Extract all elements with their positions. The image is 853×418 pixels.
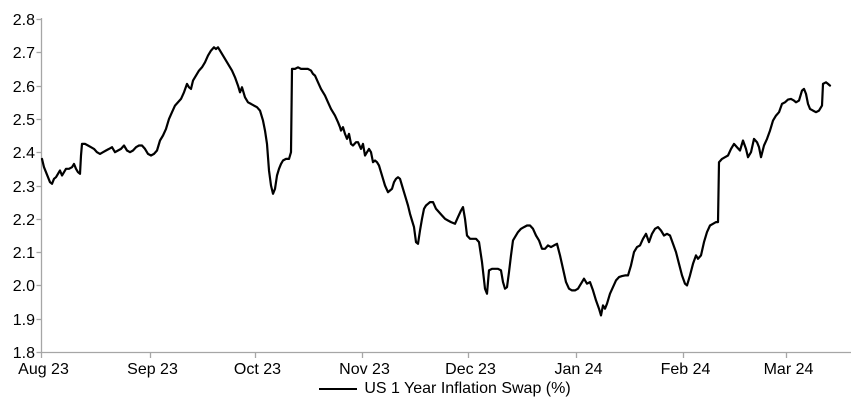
series-line	[40, 46, 832, 317]
y-tick-label: 2.2	[13, 212, 35, 229]
x-tick-label: Oct 23	[234, 361, 281, 378]
x-tick-label: Dec 23	[445, 361, 496, 378]
y-tick-label: 1.8	[13, 345, 35, 362]
y-tick-label: 2.5	[13, 112, 35, 129]
series-group	[40, 46, 832, 317]
y-tick-label: 2.4	[13, 145, 35, 162]
y-tick-label: 2.6	[13, 79, 35, 96]
legend: US 1 Year Inflation Swap (%)	[41, 376, 849, 402]
y-tick-label: 2.0	[13, 278, 35, 295]
x-tick-label: Nov 23	[339, 361, 390, 378]
x-tick-label: Mar 24	[764, 361, 814, 378]
y-tick-label: 2.7	[13, 45, 35, 62]
y-axis-tick-labels: 1.8 1.9 2.0 2.1 2.2 2.3 2.4 2.5 2.6 2.7 2.8	[13, 12, 35, 362]
x-tick-label: Aug 23	[18, 361, 69, 378]
y-tick-label: 1.9	[13, 312, 35, 329]
axes	[36, 18, 851, 358]
y-tick-label: 2.3	[13, 179, 35, 196]
x-tick-label: Jan 24	[554, 361, 602, 378]
y-tick-label: 2.1	[13, 245, 35, 262]
y-tick-label: 2.8	[13, 12, 35, 29]
legend-line-sample-icon	[319, 388, 358, 390]
legend-label: US 1 Year Inflation Swap (%)	[364, 380, 571, 397]
x-axis-tick-labels: Aug 23 Sep 23 Oct 23 Nov 23 Dec 23 Jan 24 Feb …	[18, 361, 813, 378]
x-tick-label: Sep 23	[127, 361, 178, 378]
x-tick-label: Feb 24	[661, 361, 711, 378]
